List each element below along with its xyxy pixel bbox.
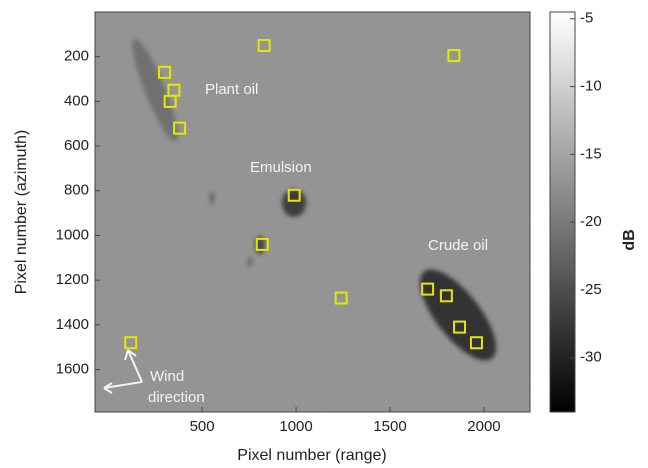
y-tick-label: 1200 [56,271,89,288]
y-tick-label: 1400 [56,316,89,333]
sar-image [95,12,530,412]
annotation: Crude oil [428,237,488,254]
y-axis-label: Pixel number (azimuth) [13,130,30,295]
colorbar-tick-label: -15 [580,145,602,162]
y-tick-label: 1000 [56,226,89,243]
annotation: direction [148,389,205,406]
colorbar-tick-label: -30 [580,349,602,366]
colorbar-tick-label: -25 [580,281,602,298]
y-tick-label: 600 [64,137,89,154]
y-tick-label: 800 [64,182,89,199]
chart: Plant oil Emulsion Crude oil Wind direct… [0,0,648,468]
annotation: Wind [150,368,184,385]
colorbar-tick-label: -20 [580,213,602,230]
colorbar-tick-label: -10 [580,78,602,95]
annotation: Emulsion [250,159,312,176]
colorbar-tick-label: -5 [580,10,593,27]
x-tick-label: 500 [190,418,215,435]
y-tick-label: 200 [64,48,89,65]
y-tick-label: 400 [64,92,89,109]
colorbar-label: dB [621,229,638,250]
colorbar [550,12,575,412]
x-tick-label: 1000 [279,418,312,435]
annotation: Plant oil [205,81,258,98]
x-axis-label: Pixel number (range) [237,447,386,464]
x-tick-label: 1500 [373,418,406,435]
y-tick-label: 1600 [56,361,89,378]
x-tick-label: 2000 [467,418,500,435]
